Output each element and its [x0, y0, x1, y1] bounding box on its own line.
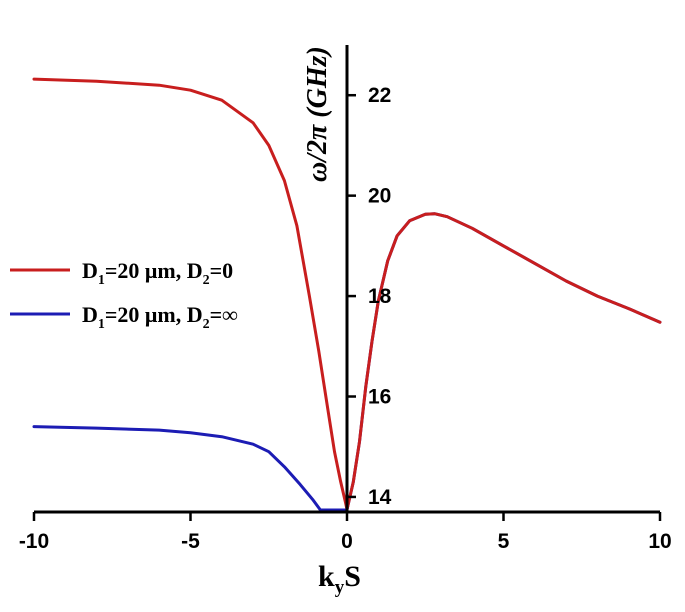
legend: D1=20 μm, D2=0 D1=20 μm, D2=∞	[10, 258, 238, 332]
x-tick-label: -5	[181, 530, 200, 553]
x-axis-title: kyS	[318, 560, 361, 598]
ticks-layer: -10 -5 0 5 10 14 16 18 20 22	[19, 84, 672, 553]
x-tick-label: 5	[498, 530, 510, 553]
y-axis-title: ω/2π (GHz)	[302, 46, 333, 182]
x-tick-label: 0	[341, 530, 353, 553]
x-tick-label: -10	[19, 530, 49, 553]
legend-label-d2-infinity: D1=20 μm, D2=∞	[82, 302, 238, 332]
series-line-0	[32, 77, 662, 511]
y-tick-label: 16	[368, 386, 391, 409]
y-tick-label: 20	[368, 185, 391, 208]
x-tick-label: 10	[648, 530, 671, 553]
y-tick-label: 22	[368, 84, 391, 107]
y-tick-label: 18	[368, 285, 392, 308]
series-layer	[32, 77, 662, 512]
legend-label-d2-zero: D1=20 μm, D2=0	[82, 258, 233, 288]
y-tick-label: 14	[368, 486, 392, 509]
